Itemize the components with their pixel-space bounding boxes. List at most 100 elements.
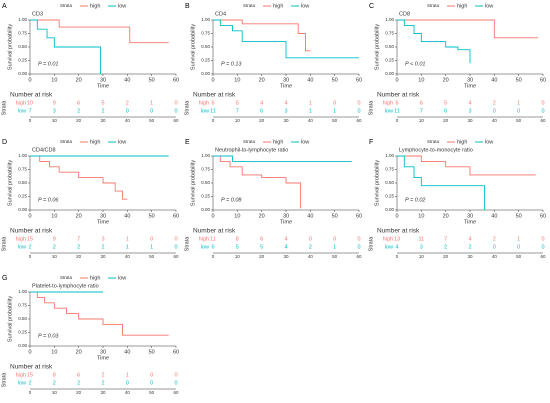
risk-value: 1 — [150, 244, 153, 250]
y-tick-label: 1.00 — [18, 289, 27, 294]
y-tick-label: 0.00 — [201, 71, 210, 76]
annotation: P = 0.01 — [38, 62, 58, 68]
risk-x-tick-label: 40 — [492, 254, 498, 259]
x-tick-label: 30 — [100, 213, 106, 219]
risk-x-tick-label: 0 — [29, 254, 32, 259]
risk-table-title: Number at risk — [377, 228, 420, 235]
risk-x-tick-label: 10 — [52, 254, 58, 259]
risk-value: 0 — [493, 108, 496, 114]
x-axis-label: Time — [464, 219, 476, 225]
risk-value: 1 — [517, 236, 520, 242]
risk-x-tick-label: 0 — [29, 118, 32, 123]
x-tick-label: 60 — [540, 213, 546, 219]
risk-value: 1 — [126, 372, 129, 378]
x-tick-label: 20 — [76, 349, 82, 355]
x-tick-label: 50 — [149, 349, 155, 355]
risk-x-tick-label: 50 — [516, 118, 522, 123]
risk-value: 1 — [126, 244, 129, 250]
risk-x-tick-label: 10 — [419, 118, 425, 123]
risk-x-tick-label: 10 — [235, 254, 241, 259]
risk-x-tick-label: 50 — [149, 254, 155, 259]
x-axis-label: Time — [97, 355, 109, 361]
risk-value: 2 — [309, 244, 312, 250]
risk-ylabel: Strata — [184, 236, 190, 252]
risk-value: 15 — [27, 372, 33, 378]
annotation: P = 0.08 — [221, 198, 242, 204]
risk-x-tick-label: 0 — [29, 390, 32, 395]
x-tick-label: 40 — [307, 77, 313, 83]
risk-value: 1 — [333, 108, 336, 114]
legend-title: Strata — [60, 139, 73, 144]
risk-ylabel: Strata — [1, 236, 7, 252]
risk-value: 0 — [541, 236, 544, 242]
risk-value: 0 — [150, 380, 153, 386]
panel-title: CD4 — [215, 11, 226, 17]
risk-x-tick-label: 60 — [540, 254, 546, 259]
risk-value: 2 — [101, 380, 104, 386]
x-tick-label: 30 — [283, 77, 289, 83]
risk-value: 2 — [28, 380, 31, 386]
y-tick-label: 0.00 — [201, 207, 210, 212]
risk-value: 2 — [53, 244, 56, 250]
x-axis-label: Time — [97, 219, 109, 225]
x-tick-label: 50 — [149, 77, 155, 83]
x-tick-label: 50 — [332, 213, 338, 219]
risk-value: 4 — [468, 236, 471, 242]
survival-curve — [30, 291, 169, 336]
y-tick-label: 0.75 — [18, 167, 27, 172]
y-tick-label: 0.00 — [18, 71, 27, 76]
risk-value: 6 — [444, 108, 447, 114]
risk-value: 11 — [210, 108, 216, 114]
risk-x-tick-label: 10 — [235, 118, 241, 123]
legend-label: low — [118, 3, 126, 9]
risk-table-title: Number at risk — [377, 92, 420, 99]
risk-row-label: high — [16, 236, 26, 242]
risk-table-title: Number at risk — [10, 228, 53, 235]
y-axis-label: Survival probability — [7, 296, 13, 342]
x-tick-label: 10 — [51, 77, 57, 83]
risk-value: 6 — [260, 108, 263, 114]
risk-x-tick-label: 0 — [212, 254, 215, 259]
legend-label: low — [118, 139, 126, 145]
risk-value: 2 — [101, 372, 104, 378]
risk-x-tick-label: 50 — [332, 118, 338, 123]
y-axis-label: Survival probability — [374, 160, 380, 206]
risk-value: 0 — [174, 380, 177, 386]
x-tick-label: 50 — [516, 77, 522, 83]
risk-value: 3 — [468, 108, 471, 114]
x-tick-label: 60 — [173, 213, 179, 219]
risk-value: 11 — [394, 108, 400, 114]
y-tick-label: 0.25 — [201, 194, 210, 199]
risk-x-tick-label: 50 — [516, 254, 522, 259]
risk-row-label: low — [385, 108, 393, 114]
risk-x-tick-label: 60 — [173, 390, 179, 395]
x-tick-label: 0 — [395, 213, 398, 219]
legend-label: high — [90, 139, 100, 145]
risk-x-tick-label: 0 — [396, 118, 399, 123]
y-tick-label: 0.50 — [18, 316, 27, 321]
risk-value: 0 — [174, 244, 177, 250]
risk-x-tick-label: 0 — [396, 254, 399, 259]
y-tick-label: 0.75 — [201, 167, 210, 172]
risk-value: 1 — [150, 100, 153, 106]
risk-value: 4 — [468, 100, 471, 106]
annotation: P = 0.13 — [221, 62, 242, 68]
risk-x-tick-label: 20 — [443, 254, 449, 259]
risk-value: 6 — [77, 100, 80, 106]
x-axis-label: Time — [97, 83, 109, 89]
x-tick-label: 40 — [124, 349, 130, 355]
risk-row-label: low — [201, 108, 209, 114]
risk-value: 0 — [517, 108, 520, 114]
risk-value: 0 — [357, 108, 360, 114]
x-tick-label: 20 — [259, 77, 265, 83]
risk-row-label: low — [18, 244, 26, 250]
risk-table-title: Number at risk — [10, 364, 53, 371]
risk-value: 5 — [444, 100, 447, 106]
x-tick-label: 50 — [332, 77, 338, 83]
panel-title: CD8 — [399, 11, 410, 17]
x-tick-label: 40 — [491, 77, 497, 83]
x-tick-label: 60 — [356, 213, 362, 219]
risk-value: 4 — [284, 244, 287, 250]
y-tick-label: 1.00 — [18, 153, 27, 158]
risk-value: 5 — [101, 100, 104, 106]
